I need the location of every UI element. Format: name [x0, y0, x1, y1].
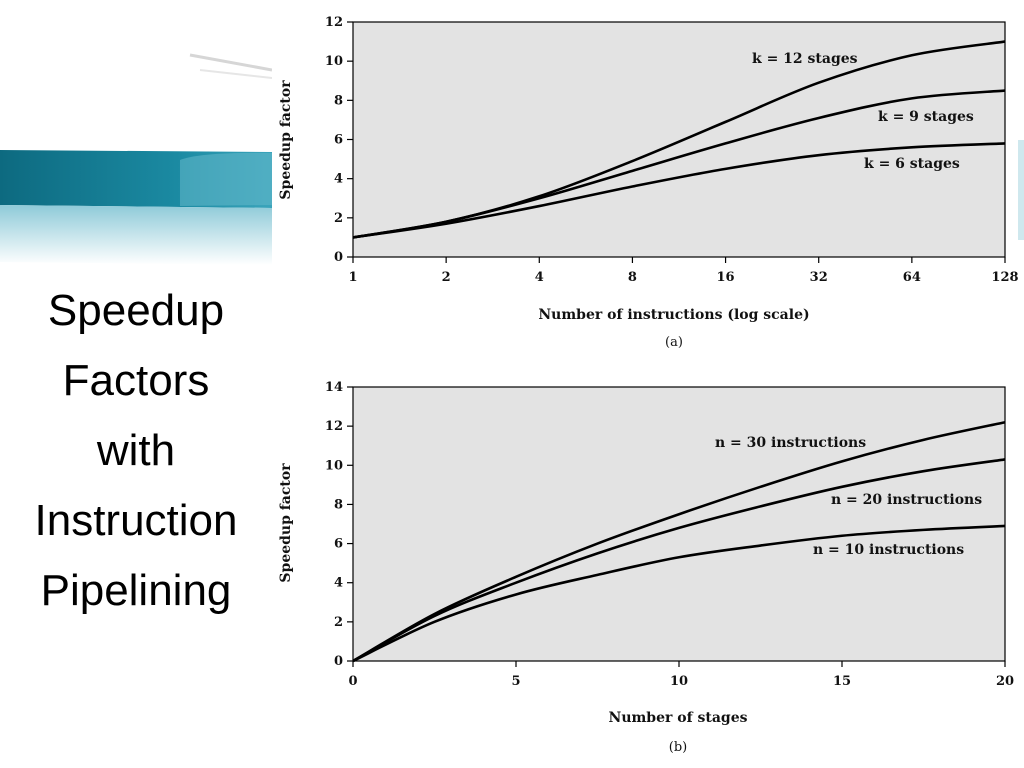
- series-line: [352, 420, 1006, 663]
- title-line: Factors: [62, 356, 210, 405]
- x-axis-title: Number of stages: [609, 710, 748, 726]
- series-line: [352, 142, 1006, 239]
- x-tick-label: 0: [348, 674, 357, 689]
- series-line: [352, 89, 1006, 239]
- y-axis-title: Speedup factor: [278, 80, 294, 200]
- series-line: [352, 524, 1006, 663]
- y-tick-label: 6: [334, 537, 343, 552]
- y-tick-label: 4: [334, 576, 343, 591]
- x-axis-title: Number of instructions (log scale): [538, 307, 809, 323]
- series-label-k9: k = 9 stages: [878, 109, 974, 125]
- series-label-n20: n = 20 instructions: [831, 492, 982, 508]
- series-label-k12: k = 12 stages: [752, 51, 858, 67]
- chart-caption: (b): [669, 740, 687, 755]
- y-tick-label: 8: [334, 497, 343, 512]
- y-tick-label: 2: [334, 615, 343, 630]
- y-tick-label: 14: [325, 380, 343, 395]
- x-tick-label: 32: [810, 270, 828, 285]
- series-label-n10: n = 10 instructions: [813, 542, 964, 558]
- title-line: Pipelining: [40, 566, 232, 615]
- x-tick-label: 8: [628, 270, 637, 285]
- decorative-banner: [0, 0, 272, 270]
- chart-caption: (a): [665, 335, 683, 350]
- y-tick-label: 4: [334, 172, 343, 187]
- x-tick-label: 2: [442, 270, 451, 285]
- title-line: Instruction: [34, 496, 238, 545]
- x-tick-label: 20: [996, 674, 1014, 689]
- decorative-edge: [1018, 140, 1024, 240]
- y-axis-title: Speedup factor: [278, 463, 294, 583]
- y-tick-label: 12: [325, 419, 343, 434]
- y-tick-label: 2: [334, 211, 343, 226]
- x-tick-label: 16: [717, 270, 735, 285]
- y-tick-label: 6: [334, 133, 343, 148]
- series-label-n30: n = 30 instructions: [715, 435, 866, 451]
- y-tick-label: 8: [334, 93, 343, 108]
- x-tick-label: 64: [903, 270, 921, 285]
- y-tick-label: 0: [334, 654, 343, 669]
- speedup-vs-stages-chart: 0 2 4 6 8 10 12 14 0 5 10 15 20 Number of stages Spe…: [278, 380, 1014, 755]
- y-tick-label: 10: [325, 54, 343, 69]
- x-tick-label: 1: [348, 270, 357, 285]
- series-line: [352, 458, 1006, 663]
- y-tick-label: 12: [325, 15, 343, 30]
- x-tick-label: 4: [535, 270, 544, 285]
- slide-title: Speedup Factors with Instruction Pipelin…: [0, 276, 272, 626]
- y-tick-label: 10: [325, 458, 343, 473]
- plot-area: [352, 386, 1006, 662]
- x-tick-label: 10: [670, 674, 688, 689]
- title-line: Speedup: [47, 286, 225, 335]
- y-tick-label: 0: [334, 250, 343, 265]
- x-tick-label: 128: [991, 270, 1018, 285]
- title-line: with: [96, 426, 176, 475]
- series-label-k6: k = 6 stages: [864, 156, 960, 172]
- x-tick-label: 15: [833, 674, 851, 689]
- x-tick-label: 5: [511, 674, 520, 689]
